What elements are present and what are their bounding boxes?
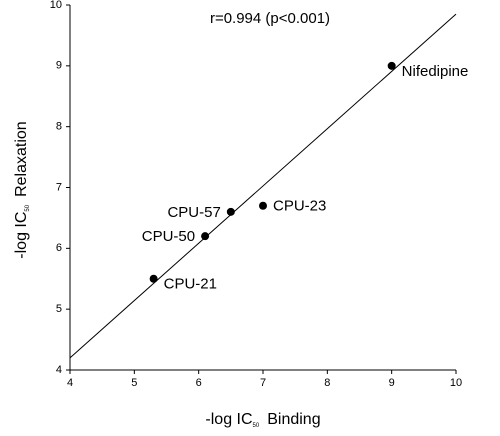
- x-tick-label: 7: [260, 377, 266, 389]
- y-label-main: -log IC: [13, 212, 30, 259]
- y-axis-label: -log IC50 Relaxation: [13, 121, 30, 258]
- fit-line: [69, 13, 457, 359]
- point: [259, 201, 267, 210]
- point: [201, 232, 210, 241]
- x-tick-label: 4: [67, 377, 73, 389]
- x-tick-label: 9: [389, 377, 395, 389]
- y-label-sub: 50: [25, 204, 31, 211]
- y-label-rest: Relaxation: [13, 121, 30, 197]
- point-label: CPU-21: [164, 276, 217, 293]
- y-tick-label: 9: [56, 60, 62, 72]
- point-label: CPU-57: [167, 204, 220, 221]
- x-label-main: -log IC: [205, 411, 252, 428]
- y-tick-label: 8: [56, 121, 62, 133]
- point-label: CPU-50: [142, 228, 195, 245]
- y-tick-label: 4: [56, 364, 62, 376]
- point: [226, 207, 235, 216]
- y-tick-label: 5: [56, 303, 62, 315]
- annotation: r=0.994 (p<0.001): [210, 10, 330, 27]
- point: [149, 274, 158, 283]
- point: [387, 61, 396, 70]
- y-tick-label: 10: [50, 0, 62, 11]
- x-tick-label: 8: [324, 377, 330, 389]
- point-label: Nifedipine: [402, 63, 469, 80]
- x-tick-label: 5: [131, 377, 137, 389]
- y-tick-label: 6: [56, 242, 62, 254]
- x-tick-label: 6: [196, 377, 202, 389]
- x-tick-label: 10: [450, 377, 462, 389]
- point-label: CPU-23: [273, 198, 326, 215]
- x-label-sub: 50: [253, 423, 260, 429]
- y-tick-label: 7: [56, 181, 62, 193]
- x-axis-label: -log IC50 Binding: [205, 411, 320, 428]
- x-label-rest: Binding: [267, 411, 320, 428]
